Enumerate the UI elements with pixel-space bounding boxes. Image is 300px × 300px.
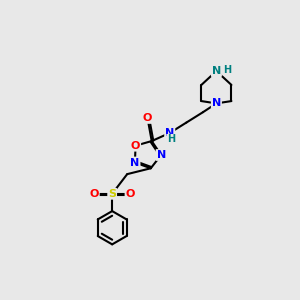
Text: N: N	[165, 128, 174, 138]
Text: O: O	[131, 141, 140, 151]
Text: N: N	[212, 98, 221, 108]
Text: O: O	[125, 189, 135, 199]
Text: S: S	[108, 189, 116, 199]
Text: N: N	[212, 66, 221, 76]
Text: H: H	[167, 134, 175, 144]
Text: N: N	[157, 150, 166, 160]
Text: O: O	[142, 113, 152, 123]
Text: O: O	[89, 189, 99, 199]
Text: H: H	[223, 65, 231, 75]
Text: N: N	[130, 158, 140, 167]
